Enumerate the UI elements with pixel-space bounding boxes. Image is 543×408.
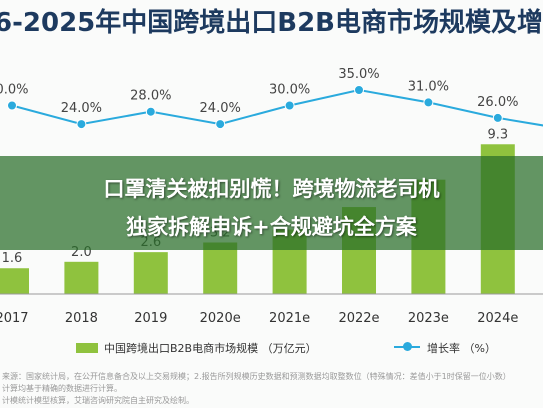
growth-rate-label-2021e: 30.0%: [269, 83, 310, 98]
x-tick-label-2022e: 2022e: [338, 311, 379, 326]
legend-bar-swatch: [76, 343, 98, 353]
growth-rate-point-2023e: [423, 97, 434, 108]
growth-rate-label-2022e: 35.0%: [338, 67, 379, 82]
x-tick-label-2018: 2018: [65, 311, 98, 326]
growth-rate-label-2017: 0.0%: [0, 83, 29, 98]
growth-rate-label-2019: 28.0%: [130, 89, 171, 104]
x-tick-label-2017: 2017: [0, 311, 29, 326]
bar-2017: [0, 268, 29, 294]
growth-rate-point-2024e: [492, 112, 503, 123]
chart-title: 6-2025年中国跨境出口B2B电商市场规模及增: [0, 8, 543, 38]
legend-line-marker: [403, 342, 412, 351]
chart-legend: 中国跨境出口B2B电商市场规模 （万亿元） 增长率 （%）: [0, 335, 543, 359]
x-tick-label-2020e: 2020e: [200, 311, 241, 326]
bar-value-label-2024e: 9.3: [487, 127, 508, 142]
growth-rate-label-2023e: 31.0%: [408, 79, 449, 94]
growth-rate-point-2021e: [284, 100, 295, 111]
bar-value-label-2017: 1.6: [2, 251, 23, 266]
bar-2018: [64, 261, 99, 294]
banner-headline-line2: 独家拆解申诉+合规避坑全方案: [126, 215, 417, 239]
bar-2020e: [203, 242, 238, 294]
x-tick-label-2019: 2019: [134, 311, 167, 326]
banner-headline-line1: 口罩清关被扣别慌！跨境物流老司机: [103, 177, 440, 201]
overlay-banner: 口罩清关被扣别慌！跨境物流老司机 独家拆解申诉+合规避坑全方案: [0, 156, 543, 250]
x-axis-tick-labels: 2017 2018 2019 2020e 2021e 2022e 2023e 2024e: [0, 311, 518, 326]
source-note-line3: 计模统计模型核算，艾瑞咨询研究院自主研究及绘制。: [2, 396, 194, 405]
legend-bar-label: 中国跨境出口B2B电商市场规模 （万亿元）: [104, 342, 317, 355]
growth-rate-label-2020e: 24.0%: [200, 101, 241, 116]
growth-rate-point-2020e: [215, 119, 226, 130]
source-notes: 来源：国家统计局，在公开信息备合及以上交易规模；2.报告所列规模历史数据和预测数…: [2, 371, 543, 407]
growth-rate-point-2018: [76, 119, 87, 130]
growth-rate-point-2017: [7, 100, 17, 111]
growth-rate-point-2022e: [354, 85, 364, 95]
growth-rate-label-2018: 24.0%: [61, 101, 102, 116]
x-tick-label-2023e: 2023e: [408, 311, 449, 326]
source-note-line2: 计算均基于精确的数据进行计算。: [2, 384, 122, 393]
growth-rate-point-2019: [145, 106, 156, 117]
bar-2019: [133, 252, 168, 294]
source-note-line1: 来源：国家统计局，在公开信息备合及以上交易规模；2.报告所列规模历史数据和预测数…: [2, 372, 511, 381]
legend-line-label: 增长率 （%）: [427, 342, 496, 355]
growth-rate-label-2024e: 26.0%: [477, 95, 518, 110]
x-tick-label-2024e: 2024e: [477, 311, 518, 326]
growth-rate-line-group: 0.0% 24.0% 28.0% 24.0% 30.0% 35.0% 31.0% 26.0%: [0, 67, 543, 130]
x-tick-label-2021e: 2021e: [269, 311, 310, 326]
